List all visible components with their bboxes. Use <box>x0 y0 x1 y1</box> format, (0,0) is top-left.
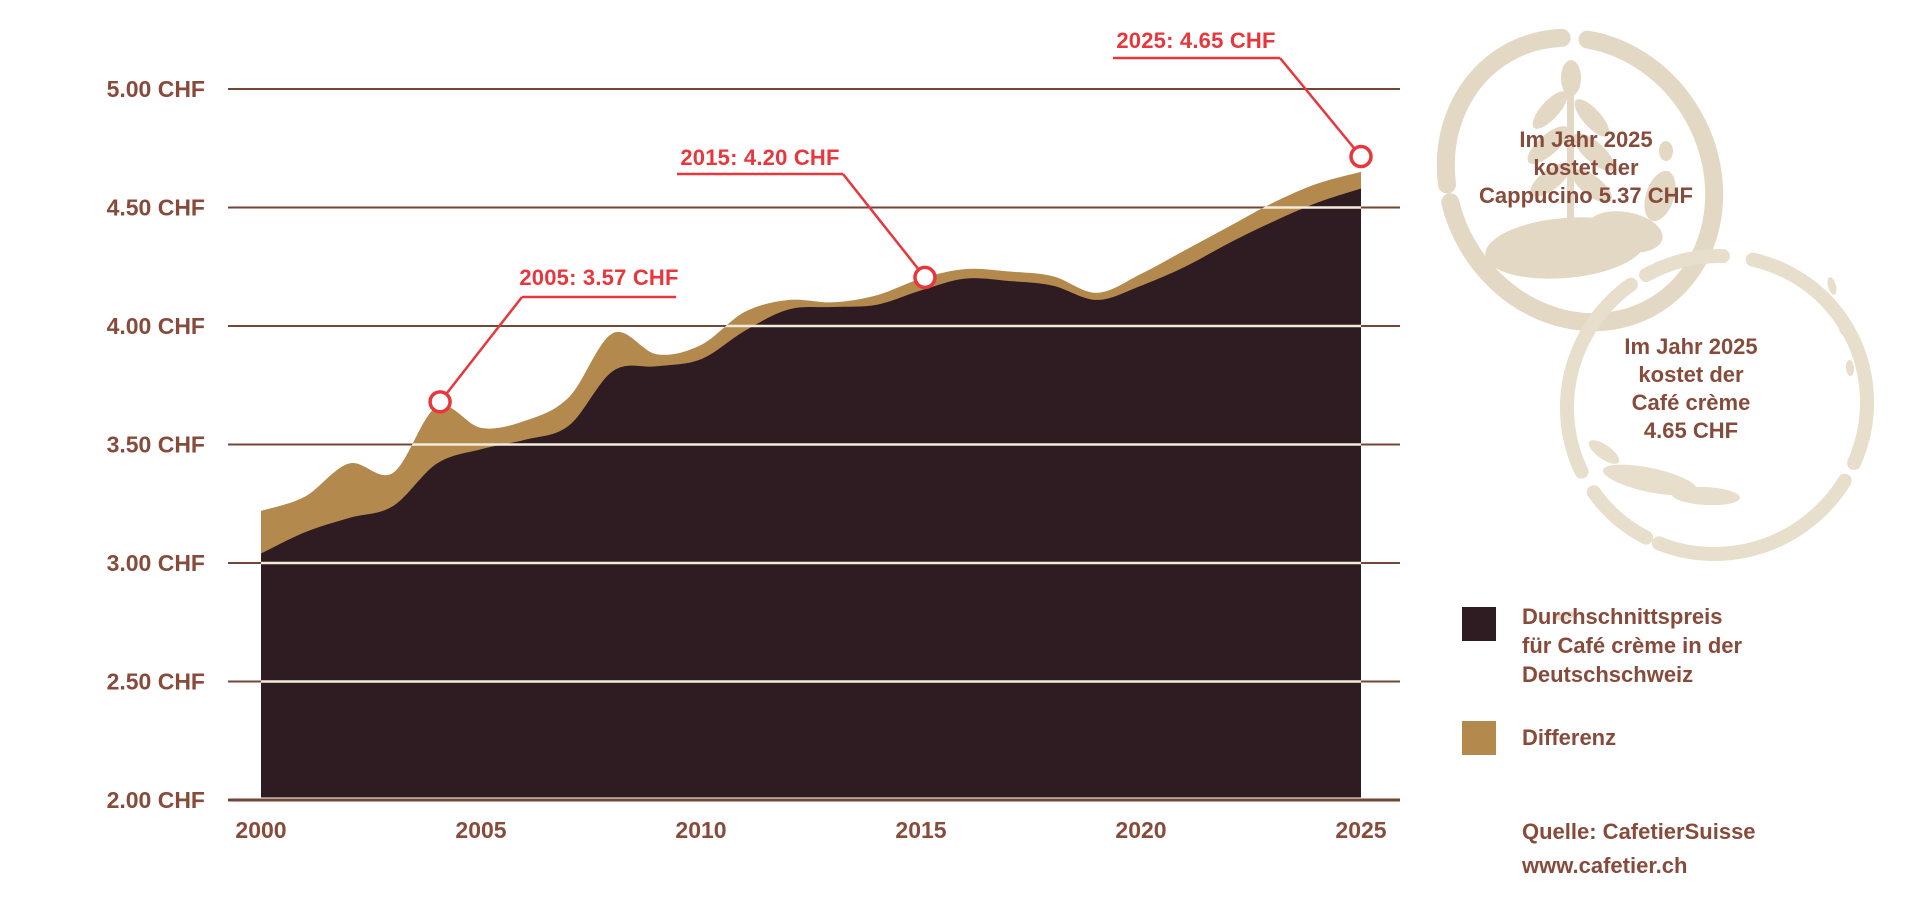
x-axis-label: 2005 <box>455 817 506 843</box>
annotation-2015-label: 2015: 4.20 CHF <box>680 145 840 170</box>
y-axis-label: 5.00 CHF <box>107 76 205 102</box>
y-axis-label: 3.00 CHF <box>107 550 205 576</box>
cappucino-price-note: Im Jahr 2025 kostet der Cappucino 5.37 C… <box>1479 127 1693 208</box>
annotation-leader-2005 <box>439 296 523 403</box>
annotation-marker-2015 <box>913 265 937 290</box>
source-credit: Quelle: CafetierSuisse www.cafetier.ch <box>1522 819 1756 878</box>
axis-labels: 5.00 CHF 4.50 CHF 4.00 CHF 3.50 CHF 3.00 CHF… <box>107 76 1387 843</box>
legend-item-durchschnittspreis: Durchschnittspreis für Café crème in der… <box>1462 604 1822 689</box>
legend-label-durchschnittspreis: Durchschnittspreis für Café crème in der… <box>1522 604 1743 687</box>
x-axis-label: 2015 <box>895 817 946 843</box>
legend-swatch-differenz <box>1462 721 1496 755</box>
x-axis-label: 2025 <box>1335 817 1386 843</box>
y-axis-label: 3.50 CHF <box>107 432 205 458</box>
x-axis-label: 2010 <box>675 817 726 843</box>
legend-item-differenz: Differenz <box>1462 721 1822 755</box>
x-axis-label: 2020 <box>1115 817 1166 843</box>
annotation-leader-2025 <box>1279 57 1362 158</box>
coffee-stain-1-icon <box>1436 28 1724 332</box>
y-axis-label: 2.50 CHF <box>107 669 205 695</box>
legend-swatch-durchschnittspreis <box>1462 607 1496 641</box>
y-axis-label: 4.50 CHF <box>107 195 205 221</box>
legend-label-differenz: Differenz <box>1522 725 1617 750</box>
y-axis-label: 4.00 CHF <box>107 313 205 339</box>
x-axis-label: 2000 <box>235 817 286 843</box>
stacked-areas <box>261 171 1361 798</box>
annotation-2005-label: 2005: 3.57 CHF <box>519 265 679 290</box>
annotation-leaders <box>428 56 1373 414</box>
y-axis-label: 2.00 CHF <box>107 787 205 813</box>
coffee-stain-2-icon <box>1555 249 1875 621</box>
latte-feather-icon <box>1485 60 1676 279</box>
cafe-creme-price-note: Im Jahr 2025 kostet der Café crème 4.65 … <box>1624 334 1758 443</box>
annotation-2025-label: 2025: 4.65 CHF <box>1116 28 1276 53</box>
annotation-marker-2005 <box>428 390 452 414</box>
annotation-marker-2025 <box>1349 144 1373 169</box>
annotation-leader-2015 <box>842 173 926 279</box>
area-durchschnittspreis <box>261 188 1361 798</box>
